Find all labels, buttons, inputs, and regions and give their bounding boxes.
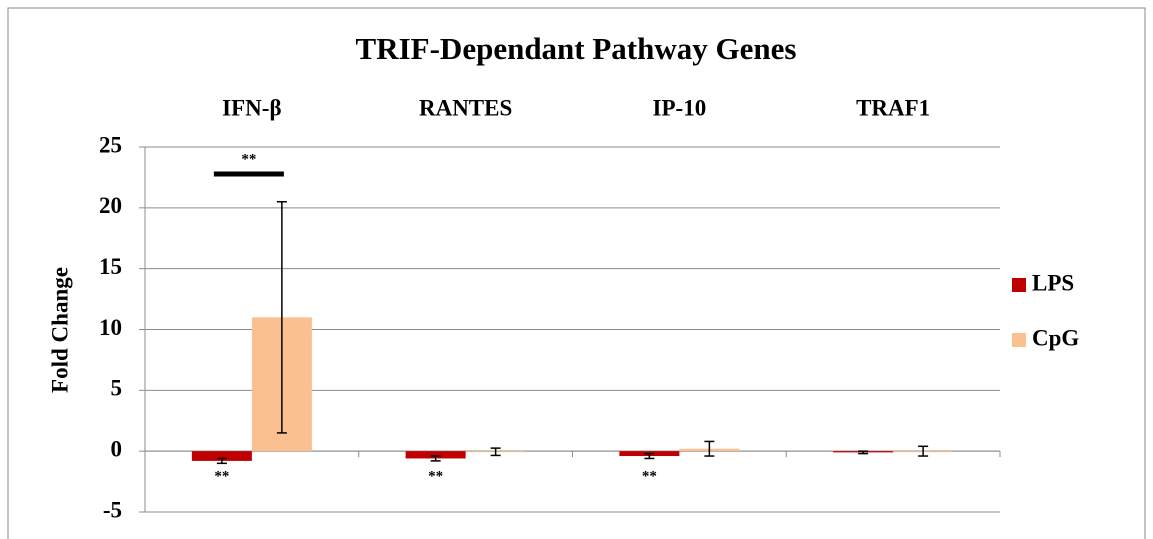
error-bar <box>644 452 655 460</box>
error-bar <box>276 201 287 434</box>
error-bar <box>430 455 441 462</box>
category-label: RANTES <box>419 95 512 120</box>
category-label: IP-10 <box>653 95 707 120</box>
legend-label: CpG <box>1032 325 1079 350</box>
error-bar <box>216 457 227 465</box>
category-label: IFN-β <box>222 95 281 120</box>
y-tick-label: 0 <box>111 436 123 461</box>
chart-border <box>7 7 1146 539</box>
y-tick-label: 15 <box>99 254 122 279</box>
chart-title: TRIF-Dependant Pathway Genes <box>356 31 797 66</box>
error-bar <box>858 450 869 455</box>
y-tick-label: 5 <box>111 376 123 401</box>
y-tick-label: 20 <box>99 193 122 218</box>
legend-swatch <box>1012 333 1026 347</box>
significance-marker: ** <box>214 469 229 485</box>
legend-swatch <box>1012 278 1026 292</box>
comparison-label: ** <box>241 151 256 167</box>
y-tick-label: 25 <box>99 132 122 157</box>
error-bar <box>918 445 929 457</box>
category-label: TRAF1 <box>856 95 930 120</box>
error-bar <box>490 447 501 457</box>
legend-label: LPS <box>1032 270 1074 295</box>
error-bar <box>704 440 715 457</box>
significance-marker: ** <box>642 469 657 485</box>
y-tick-label: 10 <box>99 315 122 340</box>
bar <box>405 451 466 459</box>
y-tick-label: -5 <box>103 497 122 522</box>
bar <box>191 451 252 461</box>
significance-marker: ** <box>428 469 443 485</box>
y-axis-title: Fold Change <box>47 267 72 393</box>
